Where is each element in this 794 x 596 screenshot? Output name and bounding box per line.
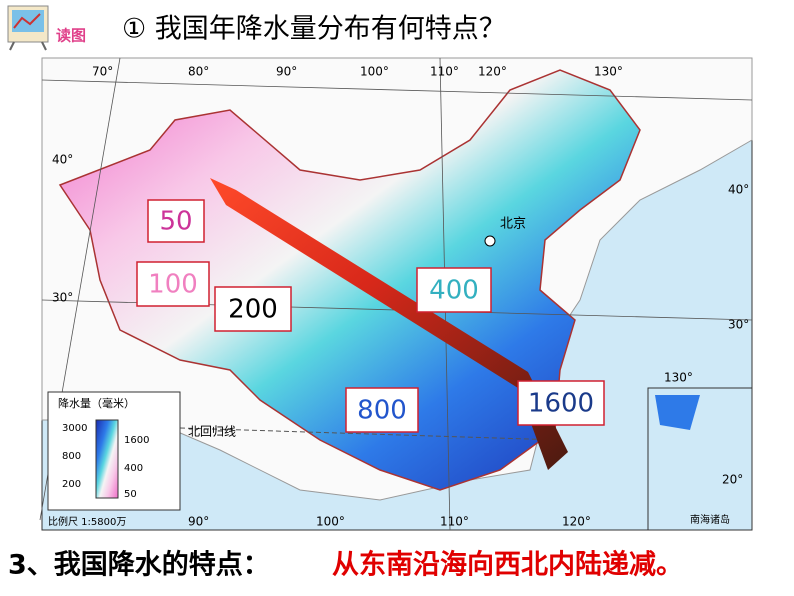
read-map-icon — [7, 5, 49, 51]
value-box — [147, 199, 205, 243]
conclusion: 从东南沿海向西北内陆递减。 — [332, 549, 683, 581]
grid-label: 120° — [562, 515, 591, 529]
value-label: 200 — [228, 295, 278, 325]
legend-level: 400 — [124, 463, 143, 474]
grid-label: 110° — [440, 515, 469, 529]
grid-label: 120° — [478, 65, 507, 79]
grid-label: 130° — [664, 371, 693, 385]
legend — [47, 391, 181, 511]
grid-label: 70° — [92, 65, 113, 79]
value-label: 50 — [159, 207, 192, 237]
place-label: 北京 — [500, 217, 526, 232]
legend-title: 降水量（毫米） — [58, 396, 135, 410]
legend-level: 50 — [124, 489, 137, 500]
value-box — [345, 387, 419, 433]
legend-level: 1600 — [124, 435, 149, 446]
value-label: 1600 — [528, 389, 594, 419]
value-box — [136, 261, 210, 307]
grid-label: 90° — [188, 515, 209, 529]
grid-label: 30° — [728, 318, 749, 332]
value-label: 100 — [148, 270, 198, 300]
slide-title: ① 我国年降水量分布有何特点？ — [122, 14, 506, 45]
grid-label: 20° — [722, 473, 743, 487]
grid-label: 80° — [188, 65, 209, 79]
value-label: 800 — [357, 396, 407, 426]
icon-label: 读图 — [56, 27, 86, 45]
inset-label: 南海诸岛 — [690, 513, 730, 526]
legend-level: 200 — [62, 479, 81, 490]
value-label: 400 — [429, 276, 479, 306]
value-box — [517, 380, 605, 426]
grid-label: 100° — [360, 65, 389, 79]
grid-label: 130° — [594, 65, 623, 79]
trend-arrow — [210, 178, 568, 470]
legend-level: 800 — [62, 451, 81, 462]
grid-label: 40° — [728, 183, 749, 197]
value-box — [416, 267, 492, 313]
scale-label: 比例尺 1:5800万 — [48, 515, 126, 528]
grid-label: 110° — [430, 65, 459, 79]
grid-label: 30° — [52, 291, 73, 305]
conclusion-lead: 3、我国降水的特点： — [8, 549, 270, 581]
grid-label: 40° — [52, 153, 73, 167]
place-label: 北回归线 — [188, 425, 236, 439]
value-box — [214, 286, 292, 332]
grid-label: 90° — [276, 65, 297, 79]
legend-level: 3000 — [62, 423, 87, 434]
grid-label: 100° — [316, 515, 345, 529]
